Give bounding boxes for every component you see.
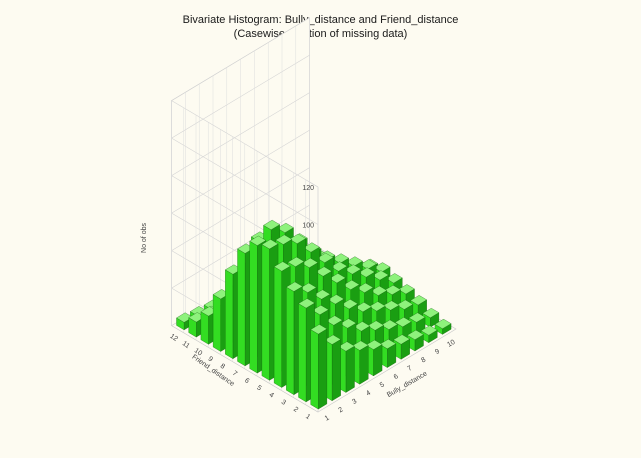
bar — [434, 318, 452, 335]
x-tick-label: 5 — [379, 381, 386, 389]
y-tick-label: 5 — [255, 384, 262, 392]
z-tick-label: 120 — [302, 185, 314, 192]
x-tick-label: 7 — [407, 365, 414, 373]
x-tick-label: 3 — [351, 398, 358, 406]
z-tick-label: 100 — [302, 223, 314, 230]
y-tick-label: 10 — [193, 347, 203, 357]
x-tick-label: 9 — [434, 348, 441, 356]
x-tick-label: 4 — [365, 390, 372, 398]
y-tick-label: 7 — [231, 370, 238, 378]
y-tick-label: 8 — [219, 363, 226, 371]
z-axis-label: No of obs — [141, 223, 148, 253]
x-tick-label: 2 — [338, 406, 345, 414]
chart-title: Bivariate Histogram: Bully_distance and … — [182, 14, 459, 26]
y-tick-label: 9 — [207, 356, 214, 364]
y-tick-label: 6 — [243, 377, 250, 385]
x-tick-label: 10 — [446, 339, 456, 349]
bar — [310, 324, 328, 410]
y-tick-label: 3 — [280, 399, 287, 407]
y-tick-label: 4 — [268, 392, 275, 400]
x-tick-label: 8 — [420, 356, 427, 364]
bar — [420, 325, 438, 343]
x-tick-label: 1 — [324, 415, 331, 423]
y-tick-label: 11 — [181, 340, 191, 350]
y-tick-label: 1 — [304, 413, 311, 421]
y-tick-label: 12 — [168, 333, 178, 343]
y-tick-label: 2 — [292, 406, 299, 414]
x-tick-label: 6 — [393, 373, 400, 381]
bar — [407, 329, 424, 352]
